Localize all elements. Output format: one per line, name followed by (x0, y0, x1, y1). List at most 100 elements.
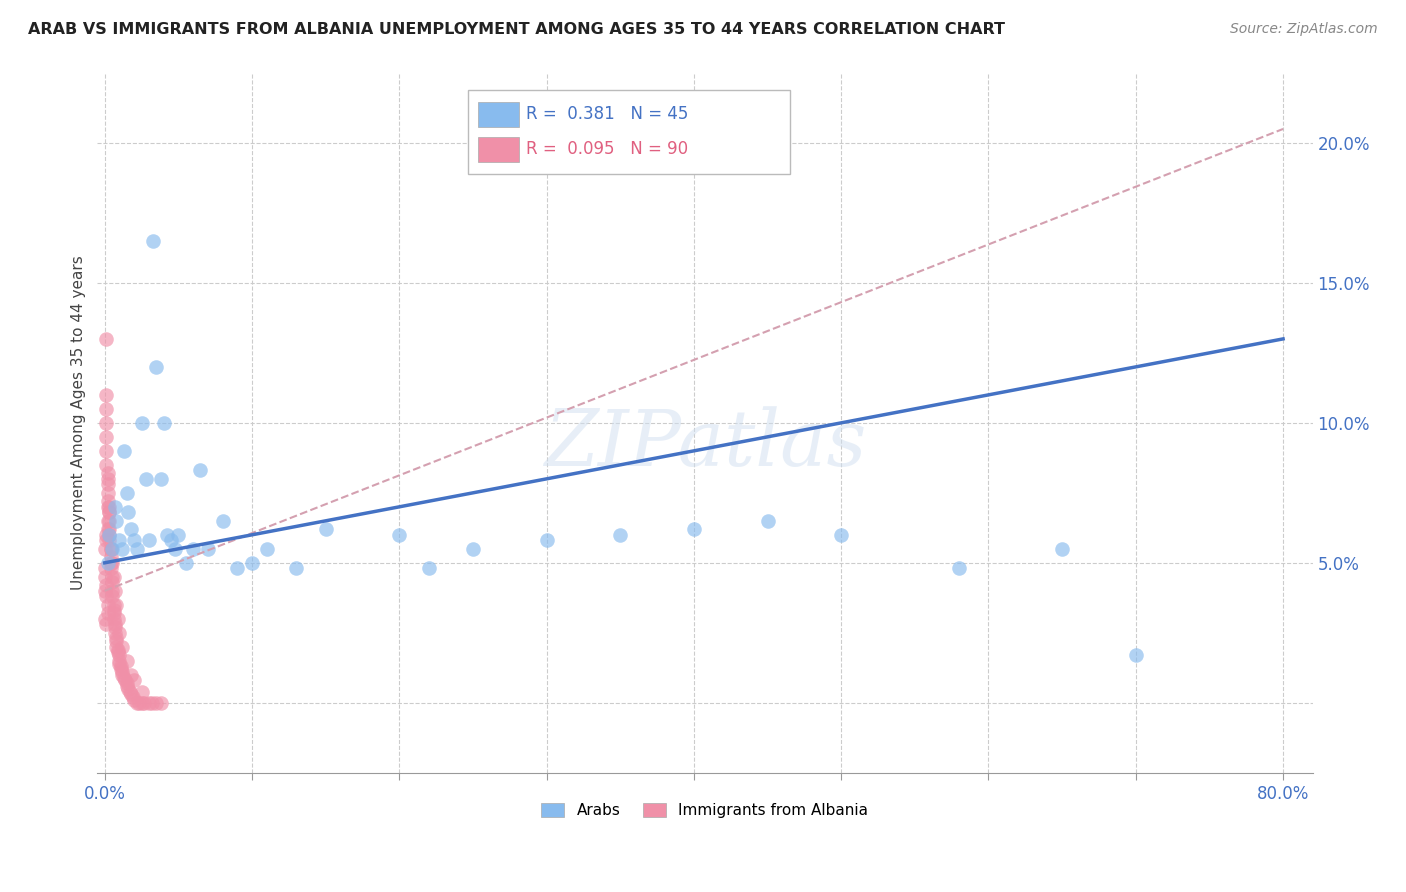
Point (97, 514, 120, 528)
Point (149, 696, 172, 710)
Point (1125, 648, 1147, 663)
Point (100, 561, 122, 575)
Point (97, 486, 120, 500)
Point (112, 671, 135, 685)
Point (117, 681, 139, 696)
Point (108, 657, 131, 671)
Point (93, 570, 115, 584)
Point (683, 522, 706, 536)
Point (127, 541, 149, 556)
Point (120, 522, 142, 536)
Point (100, 556, 122, 570)
Point (461, 541, 484, 556)
Point (114, 673, 136, 688)
Point (609, 528, 631, 542)
Point (145, 696, 167, 710)
Point (104, 625, 127, 640)
Point (122, 693, 145, 707)
Point (948, 561, 970, 575)
Point (197, 541, 219, 556)
Point (107, 642, 129, 657)
Point (98, 514, 121, 528)
Point (131, 696, 153, 710)
Point (121, 690, 143, 705)
Point (101, 575, 124, 590)
Point (103, 570, 125, 584)
Point (100, 541, 122, 556)
Point (536, 533, 558, 548)
Point (101, 556, 124, 570)
Point (105, 634, 128, 648)
Point (93, 561, 115, 575)
Point (97, 522, 120, 536)
Point (98, 505, 121, 519)
Point (98, 528, 121, 542)
Point (107, 645, 129, 659)
Point (101, 583, 124, 598)
Point (108, 625, 131, 640)
Point (152, 416, 174, 430)
FancyBboxPatch shape (478, 136, 519, 161)
Point (93, 612, 115, 626)
Point (115, 486, 138, 500)
Point (100, 541, 122, 556)
Point (155, 528, 177, 542)
Point (1050, 541, 1073, 556)
Point (315, 522, 337, 536)
Point (104, 620, 127, 634)
Point (97, 556, 120, 570)
Point (108, 648, 131, 663)
Point (103, 598, 125, 612)
Point (104, 500, 127, 514)
Point (98, 505, 121, 519)
Point (111, 541, 134, 556)
Point (122, 533, 145, 548)
Point (104, 583, 127, 598)
Text: ZIPatlas: ZIPatlas (544, 406, 866, 482)
Point (127, 696, 149, 710)
Point (388, 528, 411, 542)
Point (120, 687, 142, 701)
Text: R =  0.381   N = 45: R = 0.381 N = 45 (526, 105, 689, 123)
Point (96, 416, 118, 430)
Point (118, 684, 141, 698)
Point (96, 401, 118, 416)
Text: R =  0.095   N = 90: R = 0.095 N = 90 (526, 140, 689, 158)
Legend: Arabs, Immigrants from Albania: Arabs, Immigrants from Albania (536, 797, 875, 824)
Point (108, 654, 131, 668)
Text: Source: ZipAtlas.com: Source: ZipAtlas.com (1230, 22, 1378, 37)
Point (256, 541, 278, 556)
Point (131, 416, 153, 430)
Point (122, 673, 145, 688)
Point (98, 500, 121, 514)
Point (105, 514, 128, 528)
Point (138, 696, 160, 710)
Point (112, 443, 135, 458)
Point (756, 514, 779, 528)
Point (105, 598, 128, 612)
Point (115, 679, 138, 693)
Point (98, 528, 121, 542)
Point (98, 533, 121, 548)
Point (100, 550, 122, 565)
Point (104, 617, 127, 632)
Point (160, 533, 183, 548)
Point (285, 561, 308, 575)
Point (211, 514, 233, 528)
Point (105, 640, 128, 654)
Point (103, 612, 125, 626)
Point (97, 598, 120, 612)
Point (128, 696, 150, 710)
FancyBboxPatch shape (468, 90, 790, 175)
Point (96, 430, 118, 444)
Point (101, 541, 124, 556)
Point (97, 472, 120, 486)
Point (96, 590, 118, 604)
Point (93, 583, 115, 598)
Point (110, 659, 132, 673)
Point (115, 654, 138, 668)
Point (141, 696, 163, 710)
Point (96, 617, 118, 632)
Point (167, 528, 190, 542)
Point (145, 359, 167, 374)
